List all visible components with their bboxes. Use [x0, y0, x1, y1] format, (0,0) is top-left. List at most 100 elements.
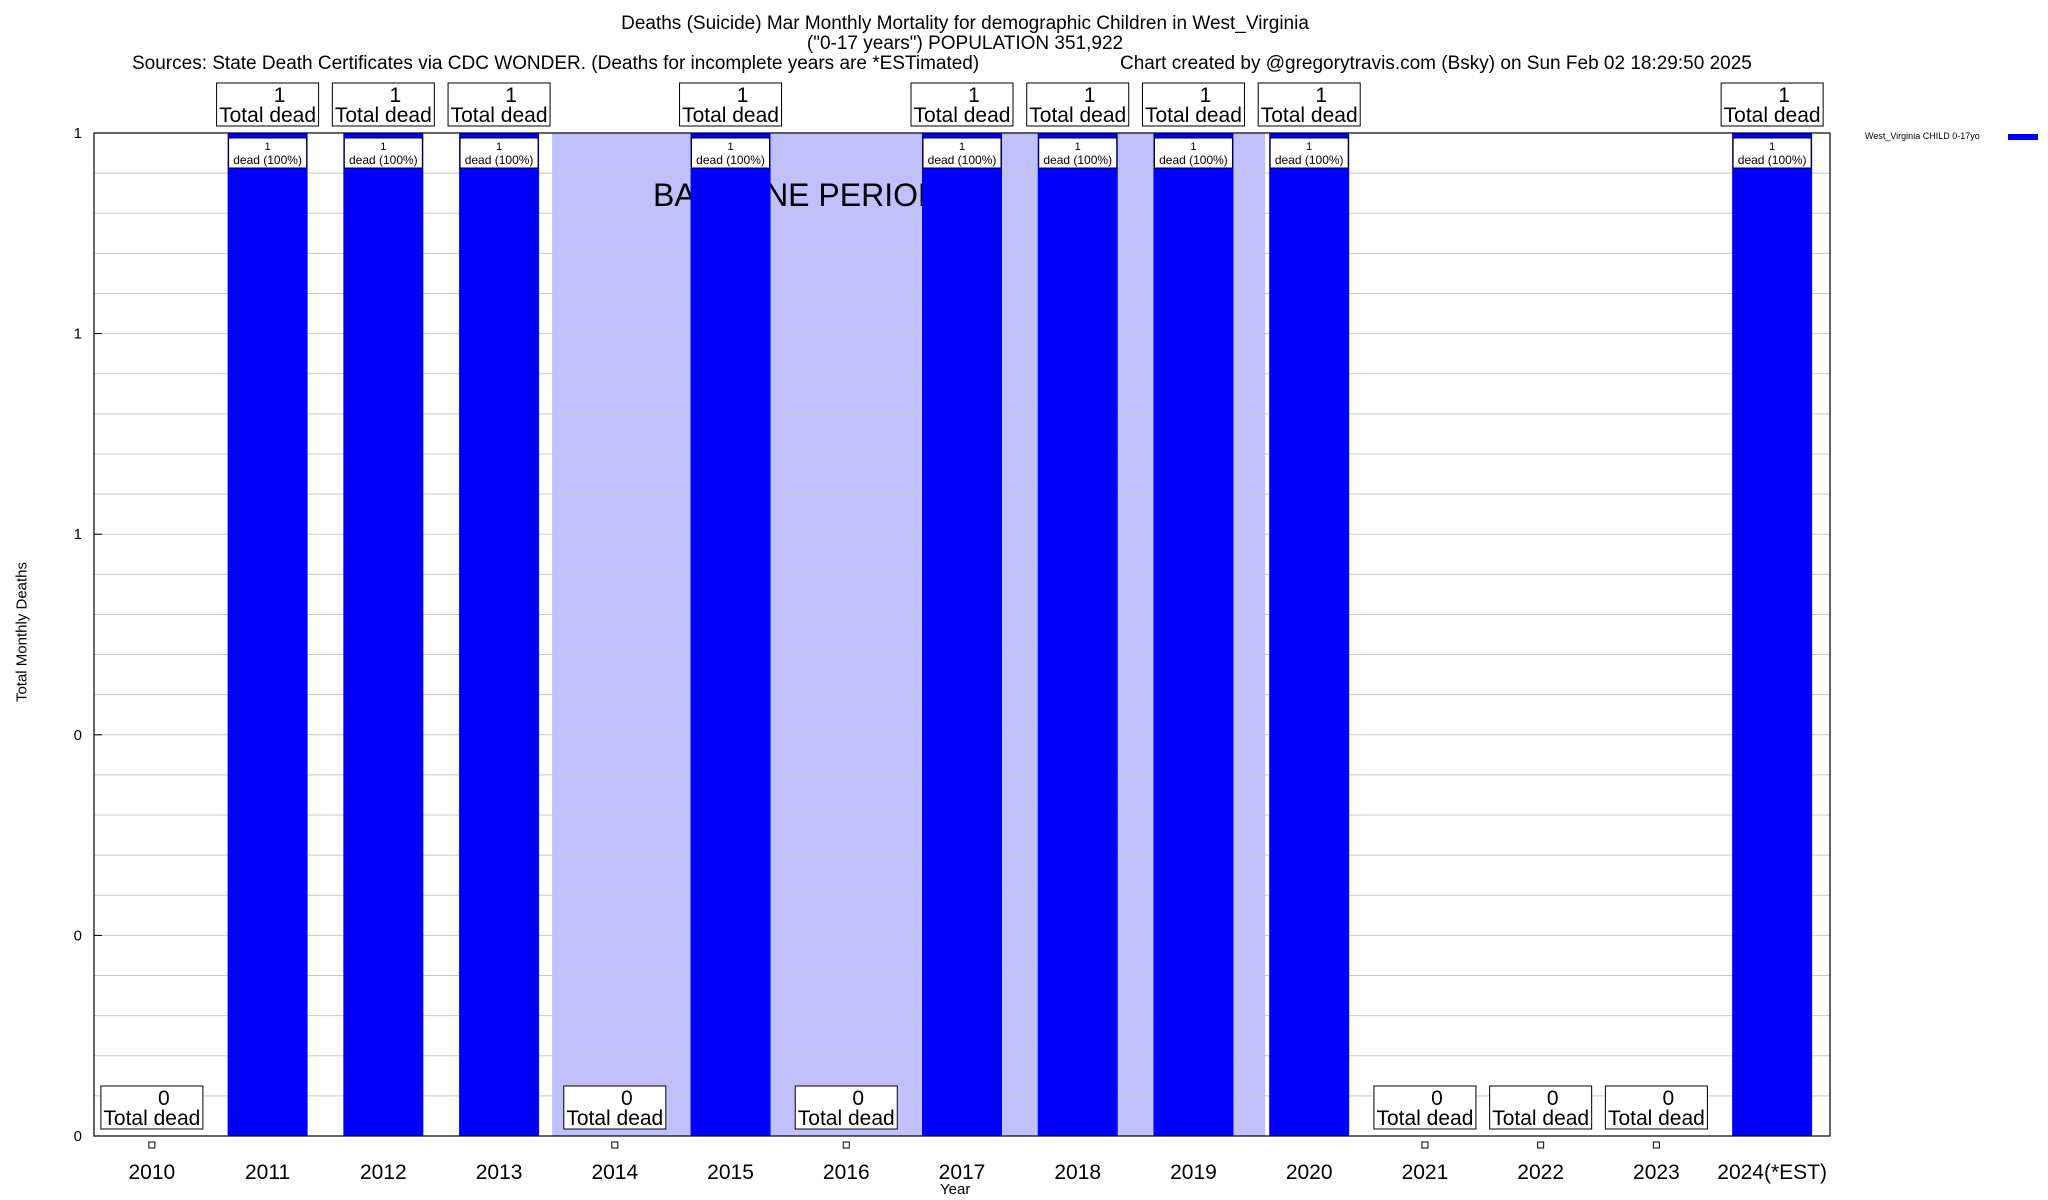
bar-label-value: 1 [959, 141, 965, 153]
total-label-box [447, 82, 551, 127]
bar-label-box [1269, 137, 1349, 169]
total-label-box [563, 1085, 667, 1130]
y-axis-label: Total Monthly Deaths [13, 561, 31, 703]
y-tick-label: 0 [74, 727, 82, 744]
bar [1732, 133, 1813, 1136]
x-tick-label: 2014 [591, 1161, 638, 1184]
bar-label-text: dead (100%) [696, 153, 765, 167]
y-tick-label: 0 [74, 1128, 82, 1145]
total-label-value: 1 [389, 84, 401, 107]
total-label-text: Total dead [451, 104, 548, 127]
total-label-text: Total dead [219, 104, 316, 127]
x-tick-label: 2010 [129, 1161, 176, 1184]
x-tick-label: 2023 [1633, 1161, 1680, 1184]
bar-label-value: 1 [1306, 141, 1312, 153]
total-label-value: 1 [968, 84, 980, 107]
legend-swatch [2008, 134, 2038, 140]
total-label-box [1604, 1085, 1708, 1130]
x-axis-label: Year [940, 1181, 971, 1198]
x-tick-label: 2019 [1170, 1161, 1217, 1184]
bar-label-text: dead (100%) [1043, 153, 1112, 167]
bar-label-text: dead (100%) [1738, 153, 1807, 167]
baseline-period-shading [552, 133, 1266, 1136]
bar-label-value: 1 [496, 141, 502, 153]
total-label-text: Total dead [1029, 104, 1126, 127]
bar-label-box [1038, 137, 1118, 169]
legend-label: West_Virginia CHILD 0-17yo [1865, 131, 1980, 141]
bar [690, 133, 771, 1136]
y-tick-label: 0 [74, 927, 82, 944]
x-tick-label: 2021 [1402, 1161, 1449, 1184]
total-label-box [1141, 82, 1245, 127]
bar-label-value: 1 [727, 141, 733, 153]
bar-label-text: dead (100%) [1159, 153, 1228, 167]
bar-label-text: dead (100%) [928, 153, 997, 167]
bar-label-box [922, 137, 1002, 169]
total-label-value: 1 [505, 84, 517, 107]
total-label-text: Total dead [1608, 1107, 1705, 1130]
total-label-text: Total dead [1492, 1107, 1589, 1130]
bar-label-value: 1 [1769, 141, 1775, 153]
y-tick-label: 1 [74, 125, 82, 142]
total-label-box [1489, 1085, 1593, 1130]
total-label-value: 1 [1778, 84, 1790, 107]
total-label-box [679, 82, 783, 127]
zero-marker [1537, 1141, 1545, 1149]
total-label-box [910, 82, 1014, 127]
bar [1269, 133, 1350, 1136]
total-label-text: Total dead [682, 104, 779, 127]
bar-label-box [459, 137, 539, 169]
x-tick-label: 2020 [1286, 1161, 1333, 1184]
bar-label-text: dead (100%) [233, 153, 302, 167]
x-tick-label: 2013 [476, 1161, 523, 1184]
chart-credit: Chart created by @gregorytravis.com (Bsk… [1120, 53, 1752, 74]
total-label-box [794, 1085, 898, 1130]
total-label-box [331, 82, 435, 127]
total-label-value: 0 [852, 1087, 864, 1110]
bar-label-value: 1 [265, 141, 271, 153]
total-label-text: Total dead [1261, 104, 1358, 127]
bar [343, 133, 424, 1136]
bar-label-value: 1 [1190, 141, 1196, 153]
total-label-box [1373, 1085, 1477, 1130]
x-tick-label: 2012 [360, 1161, 407, 1184]
zero-marker [148, 1141, 156, 1149]
total-label-box [1257, 82, 1361, 127]
x-tick-label: 2024(*EST) [1717, 1161, 1827, 1184]
bar [459, 133, 540, 1136]
bar-label-box [228, 137, 308, 169]
x-tick-label: 2016 [823, 1161, 870, 1184]
total-label-text: Total dead [1724, 104, 1821, 127]
chart-subtitle: ("0-17 years") POPULATION 351,922 [806, 33, 1124, 54]
total-label-text: Total dead [1145, 104, 1242, 127]
chart-title: Deaths (Suicide) Mar Monthly Mortality f… [621, 13, 1309, 34]
total-label-value: 1 [1084, 84, 1096, 107]
bar-label-box [343, 137, 423, 169]
total-label-value: 0 [1663, 1087, 1675, 1110]
total-label-box [216, 82, 320, 127]
total-label-value: 0 [621, 1087, 633, 1110]
total-label-value: 1 [737, 84, 749, 107]
total-label-value: 1 [274, 84, 286, 107]
x-tick-label: 2022 [1517, 1161, 1564, 1184]
zero-marker [611, 1141, 619, 1149]
y-tick-label: 1 [74, 526, 82, 543]
zero-marker [842, 1141, 850, 1149]
total-label-box [1720, 82, 1824, 127]
total-label-box [100, 1085, 204, 1130]
total-label-text: Total dead [103, 1107, 200, 1130]
bar-label-box [1153, 137, 1233, 169]
plot-frame [93, 132, 1831, 1137]
bar [922, 133, 1002, 1136]
bar-label-text: dead (100%) [1275, 153, 1344, 167]
total-label-text: Total dead [914, 104, 1011, 127]
total-label-value: 1 [1200, 84, 1212, 107]
bar-label-text: dead (100%) [465, 153, 534, 167]
bar-label-box [1732, 137, 1812, 169]
total-label-text: Total dead [1376, 1107, 1473, 1130]
zero-marker [1421, 1141, 1429, 1149]
total-label-text: Total dead [798, 1107, 895, 1130]
bar-label-value: 1 [1075, 141, 1081, 153]
x-tick-label: 2011 [245, 1161, 290, 1184]
